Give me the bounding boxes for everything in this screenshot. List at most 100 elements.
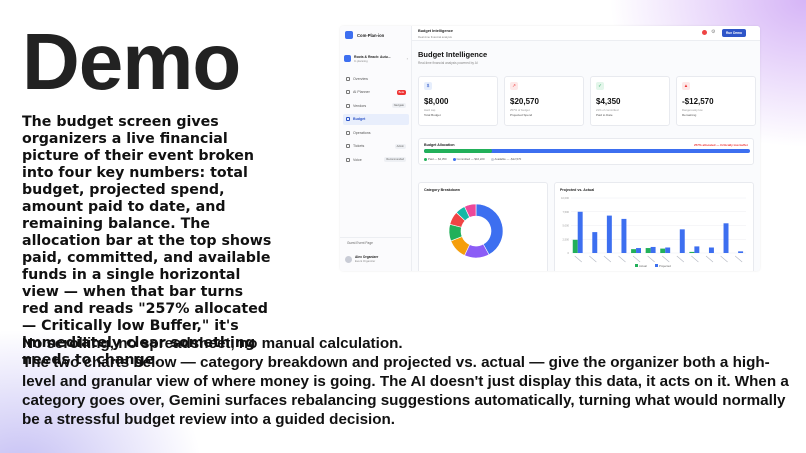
page-subtitle: Real-time financial analysis powered by … bbox=[418, 61, 478, 65]
guest-event-link[interactable]: Guest Event Page bbox=[347, 241, 373, 245]
kpi-label: Remaining bbox=[682, 113, 697, 117]
bar-projected-10[interactable] bbox=[723, 223, 729, 253]
run-demo-button[interactable]: Run Demo bbox=[722, 29, 746, 37]
kpi-note: Dangerously low bbox=[682, 108, 703, 112]
sidebar-item-operations[interactable]: Operations bbox=[343, 127, 409, 138]
kpi-value: $4,350 bbox=[596, 97, 621, 106]
nav-icon bbox=[346, 144, 350, 148]
kpi-icon: ↗ bbox=[510, 82, 518, 90]
legend-label: Available — -$12,570 bbox=[494, 157, 522, 161]
bar-projected-7[interactable] bbox=[679, 229, 685, 253]
nav-icon bbox=[346, 90, 350, 94]
bar-projected-8[interactable] bbox=[694, 246, 700, 253]
org-switcher[interactable]: Roots & Reach: Autu... In planning › bbox=[344, 52, 408, 65]
allocation-legend-item: Available — -$12,570 bbox=[490, 157, 522, 161]
x-tick-label bbox=[720, 255, 728, 263]
bottom-line-2: The two charts below — category breakdow… bbox=[22, 354, 789, 428]
kpi-value: -$12,570 bbox=[682, 97, 714, 106]
topbar: Budget Intelligence Real-time financial … bbox=[412, 26, 760, 41]
nav-badge: Beta bbox=[396, 89, 406, 95]
bar-actual-6[interactable] bbox=[660, 248, 666, 253]
allocation-legend: Paid — $4,350 Committed — $16,220 Availabl… bbox=[424, 157, 521, 161]
bar-projected-2[interactable] bbox=[606, 215, 612, 253]
kpi-card: ↗ $20,570 257% of budget Projected Spend bbox=[504, 76, 584, 126]
brand[interactable]: Com-Plan-ion bbox=[345, 31, 384, 39]
main-content: Budget Intelligence Real-time financial … bbox=[412, 26, 760, 271]
bar-projected-6[interactable] bbox=[665, 247, 671, 254]
legend-dot bbox=[424, 157, 427, 161]
legend-label: Paid — $4,350 bbox=[428, 157, 447, 161]
sidebar-item-label: Vendors bbox=[353, 103, 367, 108]
x-tick-label bbox=[589, 255, 597, 263]
allocation-title: Budget Allocation bbox=[424, 143, 455, 147]
bar-projected-9[interactable] bbox=[708, 247, 714, 254]
x-tick-label bbox=[618, 255, 626, 263]
kpi-value: $20,570 bbox=[510, 97, 539, 106]
bar-projected-3[interactable] bbox=[621, 218, 627, 253]
sidebar-item-label: AI Planner bbox=[353, 90, 370, 94]
slide-title: Demo bbox=[22, 17, 241, 106]
x-tick-label bbox=[632, 255, 641, 263]
bar-projected-4[interactable] bbox=[636, 248, 641, 253]
chevron-icon: › bbox=[406, 56, 408, 61]
bar-projected-5[interactable] bbox=[650, 246, 656, 253]
bar-projected-0[interactable] bbox=[577, 211, 583, 253]
user-profile[interactable]: Alex Organizer Event Organizer bbox=[345, 255, 378, 263]
kpi-card: $ $8,000 Hard cap Total Budget bbox=[418, 76, 498, 126]
y-tick-label: 0 bbox=[568, 251, 570, 255]
sidebar-item-label: Voice bbox=[353, 157, 362, 162]
bottom-text: No scrolling, no spreadsheet, no manual … bbox=[22, 334, 802, 429]
avatar bbox=[345, 255, 352, 263]
brand-name: Com-Plan-ion bbox=[357, 32, 385, 38]
legend-label: Committed — $16,220 bbox=[456, 157, 485, 161]
projected-vs-actual-card: Projected vs. Actual 0 2,500 5,000 7,500 10,… bbox=[554, 182, 754, 271]
sidebar-divider bbox=[340, 237, 412, 238]
sidebar-item-ai-planner[interactable]: AI Planner Beta bbox=[343, 87, 409, 98]
bar-actual-5[interactable] bbox=[645, 248, 651, 253]
bar-actual-4[interactable] bbox=[631, 249, 637, 253]
legend-dot bbox=[490, 157, 494, 161]
sidebar-item-tickets[interactable]: Tickets Admin bbox=[343, 141, 409, 152]
nav-badge: Recommended bbox=[384, 157, 406, 162]
topbar-subtitle: Real-time financial analysis bbox=[418, 34, 452, 39]
app-screenshot: Com-Plan-ion Roots & Reach: Autu... In p… bbox=[340, 26, 760, 271]
sidebar-nav: Overview AI Planner Beta Vendors Navigate Bud… bbox=[343, 73, 409, 168]
x-tick-label bbox=[662, 255, 670, 263]
org-status: In planning bbox=[354, 58, 368, 63]
budget-allocation-card: Budget Allocation 257% allocated — Criti… bbox=[418, 138, 754, 165]
sidebar-item-voice[interactable]: Voice Recommended bbox=[343, 154, 409, 165]
x-tick-label bbox=[705, 255, 714, 263]
kpi-value: $8,000 bbox=[424, 97, 449, 106]
donut-slice-6[interactable] bbox=[464, 203, 477, 218]
nav-icon bbox=[346, 103, 350, 108]
nav-icon bbox=[346, 157, 350, 162]
user-role: Event Organizer bbox=[355, 259, 376, 263]
sidebar-item-label: Operations bbox=[353, 130, 371, 135]
bar-projected-11[interactable] bbox=[738, 251, 744, 253]
category-breakdown-card: Category Breakdown bbox=[418, 182, 548, 271]
x-tick-label bbox=[734, 255, 743, 263]
bar-actual-0[interactable] bbox=[572, 239, 578, 253]
sidebar-item-label: Overview bbox=[353, 76, 368, 81]
donut-chart bbox=[448, 203, 504, 259]
sidebar-item-overview[interactable]: Overview bbox=[343, 73, 409, 84]
y-tick-label: 2,500 bbox=[563, 237, 570, 241]
legend-dot bbox=[452, 157, 456, 161]
sidebar-item-label: Budget bbox=[353, 117, 366, 121]
nav-icon bbox=[346, 130, 350, 135]
gear-icon[interactable]: ⚙ bbox=[711, 29, 716, 35]
bar-projected-1[interactable] bbox=[592, 232, 598, 253]
y-tick-label: 5,000 bbox=[563, 224, 570, 228]
bar-actual-8[interactable] bbox=[689, 251, 695, 253]
x-tick-label bbox=[691, 255, 699, 263]
allocation-legend-item: Paid — $4,350 bbox=[424, 157, 447, 161]
kpi-icon: $ bbox=[424, 82, 432, 90]
sidebar-item-budget[interactable]: Budget bbox=[343, 113, 409, 125]
nav-badge: Admin bbox=[394, 143, 406, 149]
sidebar: Com-Plan-ion Roots & Reach: Autu... In p… bbox=[340, 26, 412, 271]
kpi-note: Hard cap bbox=[424, 108, 436, 112]
bell-icon[interactable] bbox=[702, 30, 707, 35]
sidebar-item-vendors[interactable]: Vendors Navigate bbox=[343, 100, 409, 111]
x-tick-label bbox=[676, 255, 685, 263]
projected-vs-actual-title: Projected vs. Actual bbox=[560, 188, 595, 192]
